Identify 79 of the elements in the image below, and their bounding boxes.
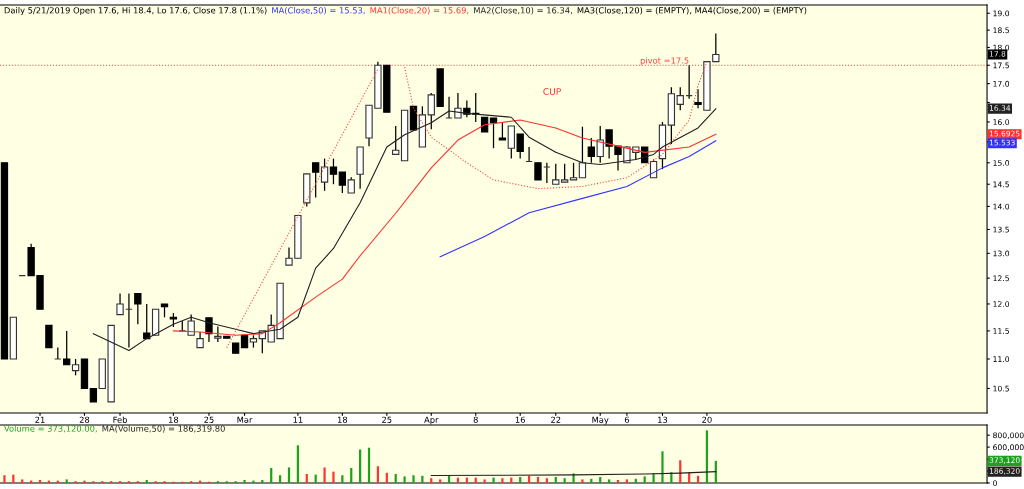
bar [661, 451, 664, 483]
x-tick-label: 18 [337, 416, 348, 423]
chart-subtitle: MA3(Close,120) = (EMPTY), MA4(Close,200) = (EMPTY) [577, 7, 807, 15]
x-tick-label: 28 [79, 416, 90, 423]
text: MA(Volume,50) = 186,319.80 [102, 425, 225, 433]
candlestick [516, 133, 524, 160]
x-tick-label: 20 [702, 416, 712, 423]
candlestick [587, 137, 595, 164]
x-tick-label: 6 [624, 416, 630, 423]
line-series [92, 108, 717, 351]
text: MA(Close,50) = 15.53, [272, 7, 365, 15]
bar [270, 468, 273, 483]
x-tick-label: 25 [204, 416, 214, 423]
candlestick [116, 292, 124, 316]
candlestick [694, 88, 702, 109]
bar [403, 476, 406, 483]
bar [412, 475, 415, 483]
bar [643, 476, 646, 483]
bar [21, 479, 24, 483]
bar [243, 480, 246, 483]
x-tick-label: 13 [658, 416, 668, 423]
chart-title: Daily 5/21/2019 Open 17.6, Hi 18.4, Lo 17.6, Close 17.8 (1.1%) [4, 7, 267, 16]
text: MA2(Close,10) = 16.34, [474, 7, 572, 15]
bar [287, 467, 291, 483]
bar [483, 479, 486, 483]
bar [652, 473, 655, 483]
x-tick-label: 16 [515, 416, 525, 423]
text: Volume = 373,120.00, [4, 425, 97, 433]
bar [563, 478, 566, 483]
candlestick [338, 171, 347, 194]
bar [430, 478, 433, 483]
bar [305, 474, 308, 483]
bar [581, 479, 584, 483]
x-tick-label: Apr [424, 416, 439, 425]
bar [323, 467, 326, 483]
x-tick-label: Feb [113, 416, 127, 423]
bar [394, 474, 397, 483]
candlestick [312, 162, 320, 199]
line-series [439, 140, 717, 258]
x-tick-label: 18 [169, 416, 179, 423]
bar [83, 480, 86, 483]
bar [545, 478, 548, 483]
x-tick-label: May [592, 416, 609, 425]
candlestick [320, 157, 329, 192]
candlestick [134, 292, 142, 325]
x-tick-label: 21 [35, 416, 45, 423]
bar [501, 478, 504, 483]
bar [519, 477, 522, 483]
bar [252, 480, 255, 483]
bar [3, 475, 6, 483]
annotation: CUP [543, 88, 561, 95]
candlestick [489, 117, 498, 149]
x-tick-label: 11 [293, 416, 303, 423]
candlestick [143, 303, 151, 340]
x-tick-label: 22 [551, 416, 561, 423]
bar [536, 477, 540, 483]
bar [376, 466, 380, 483]
candlestick [392, 125, 400, 156]
candlestick [63, 330, 71, 366]
bar [278, 475, 282, 483]
bar [367, 447, 371, 483]
candlestick [329, 157, 338, 185]
bar [599, 477, 602, 483]
bar [492, 477, 495, 483]
x-tick-label: Mar [237, 416, 253, 423]
x-tick-label: 8 [473, 416, 478, 423]
bar [554, 477, 557, 483]
bar [439, 479, 442, 483]
bar [341, 475, 344, 483]
x-tick-label: 25 [382, 416, 392, 423]
bar [296, 445, 299, 483]
ref-line-label: pivot =17.5 [640, 57, 689, 66]
candlestick [45, 324, 53, 349]
bar [65, 479, 68, 483]
bar [350, 468, 353, 483]
bar [332, 471, 335, 483]
text: MA1(Close,20) = 15.69, [370, 7, 469, 15]
bar [625, 479, 629, 483]
bar [608, 479, 611, 483]
